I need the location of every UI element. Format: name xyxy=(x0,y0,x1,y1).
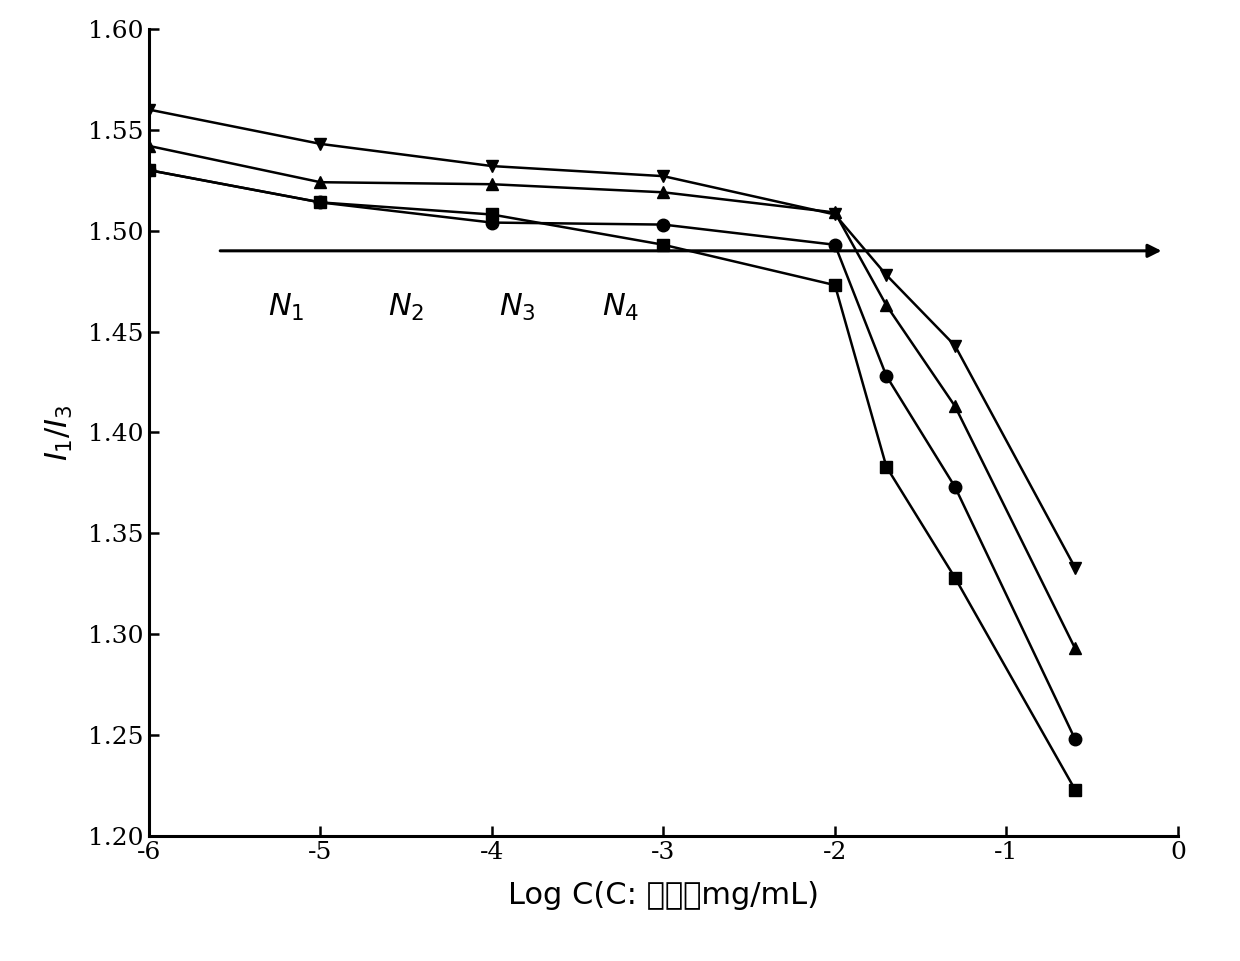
X-axis label: Log C(C: 浓度，mg/mL): Log C(C: 浓度，mg/mL) xyxy=(508,880,818,910)
Text: $N_1$: $N_1$ xyxy=(268,292,304,323)
Text: $N_2$: $N_2$ xyxy=(388,292,424,323)
Text: $N_3$: $N_3$ xyxy=(500,292,536,323)
Y-axis label: $I_1/I_3$: $I_1/I_3$ xyxy=(43,405,74,460)
Text: $N_4$: $N_4$ xyxy=(601,292,639,323)
